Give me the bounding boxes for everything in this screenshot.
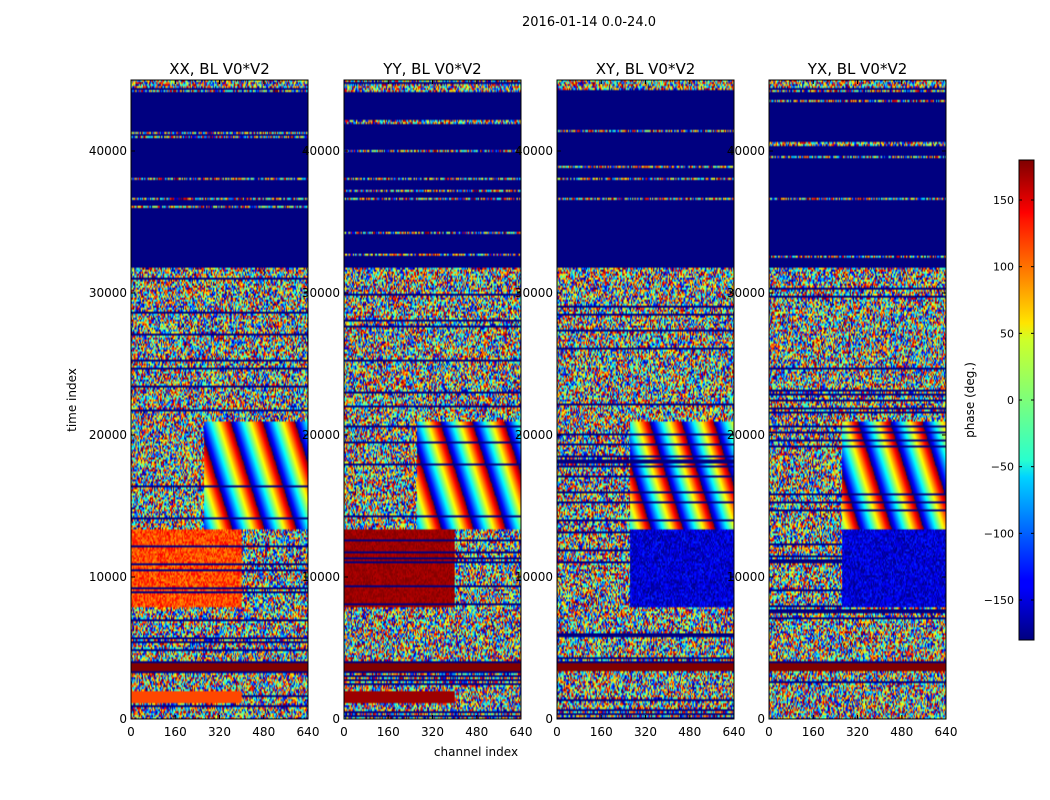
x-tick-label: 640	[935, 725, 958, 739]
colorbar-tick-label: 0	[1007, 394, 1014, 407]
y-tick-label: 30000	[515, 286, 553, 300]
y-tick-label: 10000	[302, 570, 340, 584]
y-tick-label: 40000	[515, 144, 553, 158]
y-axis-label: time index	[65, 368, 79, 432]
heatmap-yy	[344, 80, 521, 719]
heatmap-xx	[131, 80, 308, 719]
x-tick-label: 320	[846, 725, 869, 739]
panel-title-xy: XY, BL V0*V2	[596, 60, 696, 78]
panel-xy: XY, BL V0*V2 0 160 320 480 640 0 10000 20000 3000…	[515, 60, 746, 739]
y-tick-label: 20000	[89, 428, 127, 442]
figure-suptitle: 2016-01-14 0.0-24.0	[522, 15, 656, 30]
x-tick-label: 320	[634, 725, 657, 739]
x-tick-label: 480	[890, 725, 913, 739]
heatmap-yx	[769, 80, 946, 719]
y-tick-label: 30000	[727, 286, 765, 300]
x-tick-label: 0	[340, 725, 348, 739]
y-tick-label: 0	[119, 712, 127, 726]
x-tick-label: 480	[252, 725, 275, 739]
x-tick-label: 480	[465, 725, 488, 739]
x-tick-label: 640	[297, 725, 320, 739]
y-tick-label: 20000	[302, 428, 340, 442]
y-tick-label: 10000	[89, 570, 127, 584]
y-tick-label: 10000	[515, 570, 553, 584]
x-axis-label: channel index	[434, 745, 518, 759]
y-tick-label: 0	[757, 712, 765, 726]
panel-xx: XX, BL V0*V2 0 160 320 480 640 0 10000 20000 3000…	[89, 60, 320, 739]
panel-title-yx: YX, BL V0*V2	[807, 60, 908, 78]
x-tick-label: 640	[510, 725, 533, 739]
y-tick-label: 30000	[89, 286, 127, 300]
x-tick-label: 0	[553, 725, 561, 739]
panel-yy: YY, BL V0*V2 0 160 320 480 640 0 10000 20000 3000…	[302, 60, 533, 739]
colorbar-ticks: 150 100 50 0 −50 −100 −150	[984, 194, 1034, 607]
y-tick-label: 20000	[515, 428, 553, 442]
x-tick-label: 320	[208, 725, 231, 739]
x-tick-label: 160	[164, 725, 187, 739]
y-tick-label: 10000	[727, 570, 765, 584]
colorbar-tick-label: −50	[991, 461, 1014, 474]
x-tick-label: 0	[765, 725, 773, 739]
x-tick-label: 320	[421, 725, 444, 739]
x-tick-label: 480	[678, 725, 701, 739]
x-tick-label: 0	[127, 725, 135, 739]
y-tick-label: 40000	[302, 144, 340, 158]
panel-title-xx: XX, BL V0*V2	[169, 60, 270, 78]
x-tick-label: 160	[590, 725, 613, 739]
y-tick-label: 0	[545, 712, 553, 726]
panels-group: XX, BL V0*V2 0 160 320 480 640 0 10000 20000 3000…	[89, 60, 958, 739]
colorbar-tick-label: 50	[1000, 327, 1014, 340]
colorbar: 150 100 50 0 −50 −100 −150 phase (deg.)	[963, 159, 1035, 641]
y-tick-label: 40000	[89, 144, 127, 158]
y-tick-label: 30000	[302, 286, 340, 300]
x-tick-label: 160	[377, 725, 400, 739]
x-tick-label: 640	[723, 725, 746, 739]
colorbar-label: phase (deg.)	[963, 362, 977, 438]
colorbar-tick-label: 150	[993, 194, 1014, 207]
heatmap-xy	[557, 80, 734, 719]
y-tick-label: 40000	[727, 144, 765, 158]
colorbar-tick-label: −100	[984, 527, 1014, 540]
y-tick-label: 0	[332, 712, 340, 726]
panel-yx: YX, BL V0*V2 0 160 320 480 640 0 10000 20000 3000…	[727, 60, 958, 739]
panel-title-yy: YY, BL V0*V2	[382, 60, 481, 78]
x-tick-label: 160	[802, 725, 825, 739]
y-tick-label: 20000	[727, 428, 765, 442]
colorbar-tick-label: 100	[993, 261, 1014, 274]
colorbar-tick-label: −150	[984, 594, 1014, 607]
